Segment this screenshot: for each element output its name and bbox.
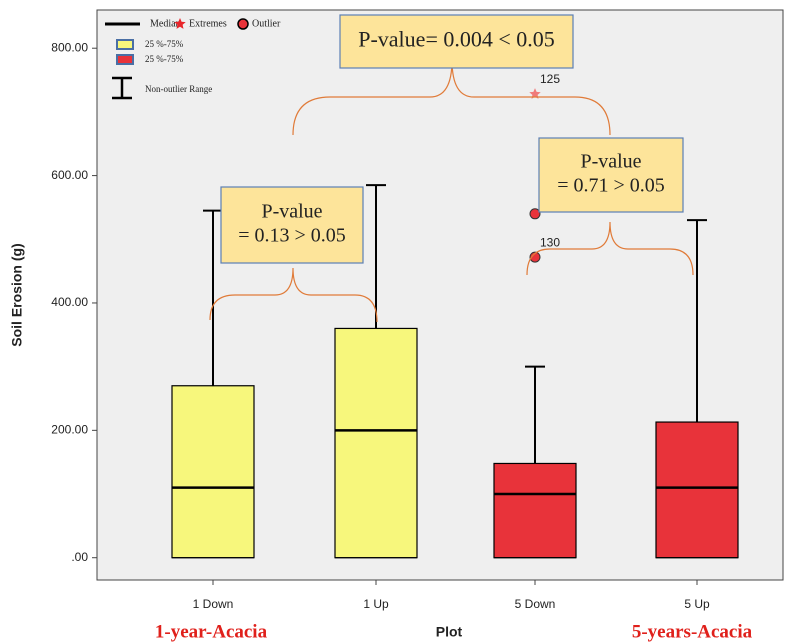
box — [171, 385, 255, 559]
x-axis-label: Plot — [436, 624, 463, 640]
annotation-text: P-value — [580, 151, 641, 173]
x-tick-label: 1 Down — [193, 597, 234, 611]
x-tick-label: 1 Up — [363, 597, 389, 611]
annotation-box — [538, 137, 684, 213]
legend-extreme — [174, 18, 186, 29]
legend-range — [112, 76, 132, 100]
legend-label: Non-outlier Range — [145, 84, 212, 94]
legend-label: 25 %-75% — [145, 54, 184, 64]
legend-label: Outlier — [252, 18, 281, 29]
legend-outlier — [237, 18, 249, 30]
annotation-box — [220, 186, 364, 264]
annotation-text: P-value — [261, 201, 322, 223]
legend-label: 25 %-75% — [145, 39, 184, 49]
outlier-label: 130 — [540, 235, 560, 249]
x-tick-label: 5 Up — [684, 597, 710, 611]
brace — [526, 221, 694, 276]
y-tick-label: 200.00 — [51, 423, 88, 437]
outlier — [529, 208, 541, 220]
legend-label: Extremes — [189, 18, 227, 29]
box — [334, 327, 418, 559]
outlier — [529, 251, 541, 263]
extreme-label: 125 — [540, 72, 560, 86]
extreme — [529, 88, 541, 99]
annotation-text: P-value= 0.004 < 0.05 — [358, 27, 555, 52]
y-tick-label: 800.00 — [51, 40, 88, 54]
legend-swatch — [116, 39, 134, 50]
legend-swatch — [116, 54, 134, 65]
box — [655, 421, 739, 559]
legend-label: Median — [150, 18, 181, 29]
group-label: 1-year-Acacia — [155, 621, 268, 642]
y-tick-label: 400.00 — [51, 295, 88, 309]
brace — [209, 267, 378, 323]
annotation-text: = 0.13 > 0.05 — [238, 225, 346, 247]
annotation-box — [339, 14, 574, 69]
group-label: 5-years-Acacia — [632, 621, 753, 642]
annotation-text: = 0.71 > 0.05 — [557, 175, 665, 197]
box — [493, 462, 577, 559]
y-axis-label: Soil Erosion (g) — [9, 243, 25, 346]
y-tick-label: 600.00 — [51, 168, 88, 182]
x-tick-label: 5 Down — [515, 597, 556, 611]
y-tick-label: .00 — [71, 550, 88, 564]
